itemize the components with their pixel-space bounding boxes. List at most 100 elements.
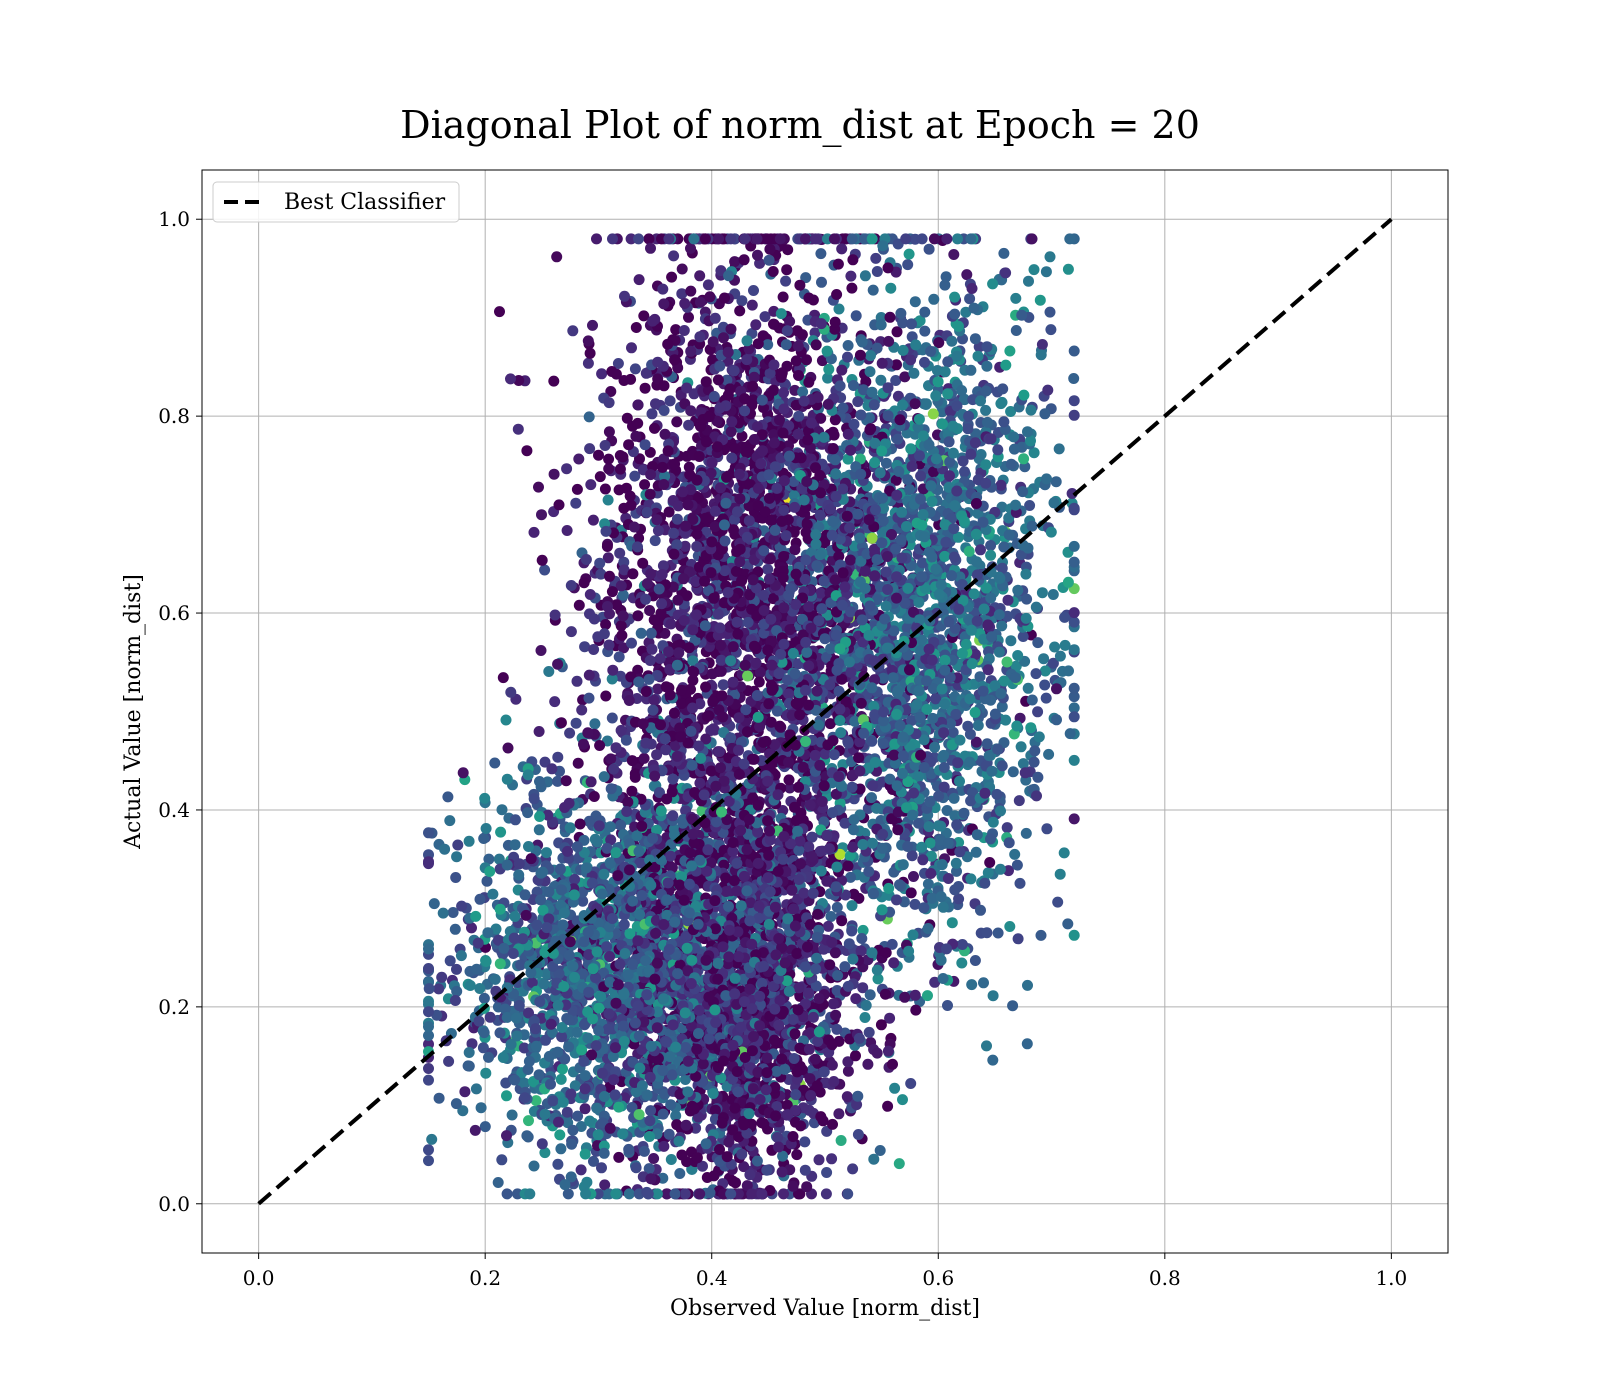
scatter-point	[447, 907, 459, 918]
scatter-point	[800, 272, 812, 284]
scatter-point	[683, 419, 695, 431]
scatter-point	[479, 1121, 491, 1133]
scatter-point	[433, 1092, 445, 1104]
scatter-point	[661, 1188, 673, 1200]
scatter-point	[762, 339, 774, 351]
scatter-point	[572, 757, 584, 769]
scatter-point	[623, 1188, 635, 1200]
scatter-point	[629, 470, 641, 482]
scatter-point	[585, 479, 597, 491]
scatter-point	[781, 264, 793, 276]
scatter-point	[981, 927, 993, 939]
scatter-point	[475, 1102, 487, 1114]
scatter-point	[815, 248, 827, 260]
scatter-point	[1004, 921, 1016, 932]
scatter-point	[866, 735, 878, 747]
scatter-point	[437, 907, 449, 919]
scatter-point	[480, 1067, 492, 1079]
scatter-point	[1043, 748, 1055, 760]
scatter-point	[736, 295, 748, 307]
scatter-point	[665, 618, 677, 630]
scatter-point	[917, 854, 929, 866]
scatter-point	[501, 1090, 512, 1102]
scatter-point	[1050, 476, 1062, 488]
scatter-point	[1047, 589, 1059, 600]
scatter-point	[649, 422, 660, 434]
scatter-point	[533, 481, 544, 493]
scatter-point	[1032, 706, 1044, 718]
scatter-point	[871, 802, 883, 814]
scatter-point	[987, 816, 999, 828]
scatter-point	[908, 871, 919, 882]
scatter-point	[1041, 823, 1053, 835]
scatter-point	[563, 1041, 575, 1053]
scatter-point	[885, 282, 897, 294]
scatter-point	[1021, 1038, 1033, 1050]
scatter-point	[685, 242, 696, 254]
scatter-point	[652, 683, 664, 695]
scatter-point	[799, 1164, 811, 1176]
scatter-point	[1039, 408, 1051, 420]
scatter-point	[975, 544, 986, 556]
scatter-point	[995, 805, 1006, 817]
scatter-point	[575, 1164, 587, 1176]
scatter-point	[987, 1054, 999, 1066]
scatter-point	[603, 639, 615, 651]
scatter-point	[1017, 758, 1029, 770]
scatter-point	[487, 888, 499, 900]
scatter-point	[831, 289, 843, 300]
scatter-point	[783, 774, 795, 786]
scatter-point	[789, 544, 801, 556]
scatter-point	[987, 990, 999, 1002]
scatter-point	[966, 979, 978, 991]
scatter-point	[1020, 827, 1032, 839]
scatter-point	[571, 483, 583, 495]
scatter-point	[1010, 325, 1022, 336]
scatter-point	[1001, 656, 1013, 668]
scatter-point	[935, 820, 947, 832]
scatter-point	[573, 453, 585, 465]
scatter-point	[442, 791, 454, 803]
scatter-point	[549, 609, 561, 621]
scatter-point	[833, 1108, 845, 1120]
scatter-point	[857, 924, 869, 936]
scatter-point	[444, 815, 456, 827]
scatter-point	[1022, 682, 1034, 694]
scatter-point	[587, 319, 598, 331]
scatter-point	[968, 588, 980, 600]
scatter-point	[644, 655, 656, 666]
scatter-point	[1044, 306, 1056, 318]
scatter-point	[694, 777, 706, 789]
scatter-point	[928, 293, 940, 305]
scatter-point	[423, 943, 434, 955]
scatter-point	[459, 1086, 471, 1098]
scatter-point	[940, 271, 952, 283]
scatter-point	[671, 416, 683, 428]
scatter-point	[570, 717, 582, 729]
scatter-point	[981, 341, 993, 353]
scatter-point	[1025, 404, 1037, 416]
scatter-point	[501, 1188, 513, 1200]
scatter-point	[1032, 771, 1044, 783]
scatter-point	[665, 1154, 677, 1165]
scatter-point	[512, 423, 524, 435]
scatter-point	[1026, 233, 1038, 245]
scatter-point	[1010, 292, 1022, 304]
scatter-point	[1024, 500, 1036, 511]
scatter-point	[1007, 766, 1019, 778]
scatter-point	[834, 848, 846, 860]
scatter-point	[651, 1188, 663, 1200]
scatter-point	[552, 751, 564, 763]
scatter-point	[619, 290, 630, 302]
scatter-point	[831, 901, 843, 913]
scatter-point	[746, 299, 758, 311]
scatter-point	[836, 364, 848, 376]
scatter-point	[970, 736, 982, 748]
scatter-point	[436, 971, 448, 983]
scatter-point	[1005, 406, 1017, 417]
scatter-point	[685, 345, 697, 357]
scatter-point	[478, 833, 490, 844]
scatter-point	[1003, 865, 1014, 877]
scatter-point	[551, 251, 563, 263]
scatter-point	[657, 283, 669, 295]
